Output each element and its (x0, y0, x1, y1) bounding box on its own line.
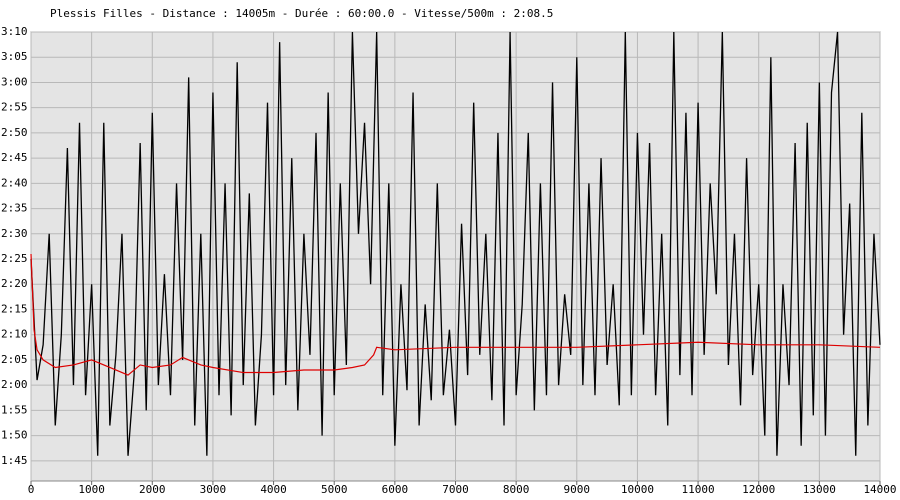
x-tick-label: 7000 (442, 483, 469, 496)
y-tick-label: 3:05 (1, 50, 28, 63)
y-tick-label: 2:10 (1, 328, 28, 341)
y-tick-label: 2:25 (1, 252, 28, 265)
x-tick-label: 4000 (260, 483, 287, 496)
x-tick-label: 3000 (200, 483, 227, 496)
y-tick-label: 1:45 (1, 454, 28, 467)
y-tick-label: 2:30 (1, 227, 28, 240)
y-tick-label: 2:35 (1, 202, 28, 215)
y-tick-label: 2:00 (1, 378, 28, 391)
chart-title: Plessis Filles - Distance : 14005m - Dur… (50, 7, 553, 20)
x-tick-label: 1000 (78, 483, 105, 496)
x-tick-label: 12000 (742, 483, 775, 496)
x-tick-label: 11000 (682, 483, 715, 496)
pace-line (30, 31, 881, 456)
x-tick-label: 8000 (503, 483, 530, 496)
x-tick-label: 5000 (321, 483, 348, 496)
y-tick-label: 2:40 (1, 176, 28, 189)
pace-line (30, 253, 881, 376)
x-tick-label: 6000 (382, 483, 409, 496)
x-tick-label: 9000 (564, 483, 591, 496)
x-tick-label: 2000 (139, 483, 166, 496)
y-tick-label: 2:45 (1, 151, 28, 164)
x-tick-label: 10000 (621, 483, 654, 496)
x-tick-label: 0 (28, 483, 35, 496)
y-tick-label: 3:00 (1, 75, 28, 88)
lines (30, 31, 881, 456)
y-tick-label: 3:10 (1, 25, 28, 38)
y-tick-label: 2:05 (1, 353, 28, 366)
y-tick-label: 2:20 (1, 277, 28, 290)
x-tick-label: 14000 (863, 483, 896, 496)
x-tick-label: 13000 (803, 483, 836, 496)
y-tick-label: 2:15 (1, 302, 28, 315)
y-tick-label: 2:50 (1, 126, 28, 139)
y-tick-label: 1:55 (1, 403, 28, 416)
y-tick-label: 1:50 (1, 429, 28, 442)
y-tick-label: 2:55 (1, 101, 28, 114)
